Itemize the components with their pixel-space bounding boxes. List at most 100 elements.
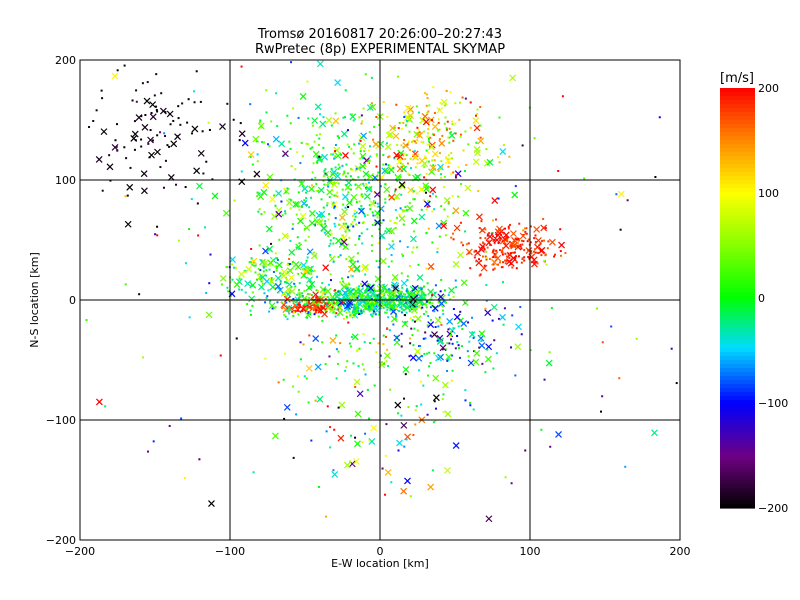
data-point xyxy=(324,298,327,301)
data-point xyxy=(395,222,398,225)
data-point xyxy=(345,163,348,166)
data-point-x-marker xyxy=(476,213,483,221)
data-point xyxy=(327,218,330,221)
data-point xyxy=(367,293,370,296)
data-point xyxy=(403,165,406,168)
data-point xyxy=(306,308,309,311)
data-point xyxy=(319,295,322,298)
data-point xyxy=(403,152,406,155)
data-point xyxy=(425,303,428,306)
data-point xyxy=(365,182,368,185)
data-point xyxy=(494,252,497,255)
colorbar-segment xyxy=(720,504,755,509)
data-point xyxy=(402,254,405,257)
data-point xyxy=(384,201,387,204)
data-point-x-marker xyxy=(396,439,403,447)
data-point-x-marker xyxy=(373,307,381,314)
data-point xyxy=(450,236,453,239)
data-point xyxy=(324,222,327,225)
data-point xyxy=(325,173,328,176)
colorbar-segment xyxy=(720,496,755,501)
data-point xyxy=(255,140,258,143)
data-point xyxy=(400,345,403,348)
data-point-x-marker xyxy=(256,273,264,281)
data-point xyxy=(345,184,348,187)
data-point xyxy=(356,252,359,255)
data-point xyxy=(227,290,230,293)
data-point xyxy=(283,187,286,190)
data-point-x-marker xyxy=(167,174,175,181)
data-point-x-marker xyxy=(460,320,468,327)
data-point xyxy=(404,373,407,376)
data-point xyxy=(502,247,505,250)
data-point xyxy=(274,265,277,268)
data-point xyxy=(310,272,313,275)
x-tick-label: −100 xyxy=(215,545,245,558)
data-point-x-marker xyxy=(409,300,416,308)
data-point xyxy=(408,140,411,143)
colorbar-segment xyxy=(720,384,755,389)
data-point xyxy=(95,109,98,112)
data-point xyxy=(423,165,426,168)
data-point-x-marker xyxy=(274,282,282,290)
data-point xyxy=(439,290,442,293)
data-point xyxy=(269,264,272,267)
data-point xyxy=(427,124,430,127)
data-point xyxy=(307,401,310,404)
data-point xyxy=(399,207,402,210)
data-point xyxy=(523,259,526,262)
data-point xyxy=(160,92,163,95)
colorbar-segment xyxy=(720,220,755,225)
data-point xyxy=(352,225,355,228)
data-point xyxy=(298,303,301,306)
data-point xyxy=(406,162,409,165)
data-point xyxy=(326,304,329,307)
data-point xyxy=(333,205,336,208)
data-point xyxy=(392,323,395,326)
data-point xyxy=(244,291,247,294)
data-point xyxy=(349,188,352,191)
data-point xyxy=(337,182,340,185)
data-point xyxy=(285,281,288,284)
data-point xyxy=(303,303,306,306)
data-point xyxy=(334,289,337,292)
data-point-x-marker xyxy=(346,301,353,309)
data-point xyxy=(276,257,279,260)
data-point-x-marker xyxy=(397,300,405,307)
data-point xyxy=(164,135,167,138)
data-point xyxy=(333,157,336,160)
data-point xyxy=(370,295,373,298)
data-point xyxy=(373,384,376,387)
data-point xyxy=(108,154,111,157)
data-point xyxy=(329,273,332,276)
data-point xyxy=(387,265,390,268)
data-point xyxy=(405,289,408,292)
data-point xyxy=(131,99,134,102)
data-point xyxy=(426,97,429,100)
data-point xyxy=(334,112,337,115)
data-point-x-marker xyxy=(140,170,148,178)
colorbar-segment xyxy=(720,400,755,405)
data-point-x-marker xyxy=(432,374,440,382)
data-point-x-marker xyxy=(316,395,324,403)
data-point xyxy=(340,304,343,307)
data-point xyxy=(309,280,312,283)
data-point-x-marker xyxy=(428,168,436,176)
data-point-x-marker xyxy=(111,143,119,151)
data-point xyxy=(384,198,387,201)
data-point xyxy=(288,262,291,265)
data-point xyxy=(324,172,327,175)
colorbar-segment xyxy=(720,484,755,489)
data-point xyxy=(321,215,324,218)
data-point xyxy=(357,309,360,312)
data-point xyxy=(140,145,143,148)
data-point xyxy=(311,171,314,174)
data-point xyxy=(409,317,412,320)
data-point-x-marker xyxy=(283,403,291,411)
data-point xyxy=(180,417,183,420)
data-point xyxy=(264,301,267,304)
data-point xyxy=(369,291,372,294)
data-point xyxy=(554,253,557,256)
data-point xyxy=(197,234,200,237)
data-point-x-marker xyxy=(324,287,332,295)
